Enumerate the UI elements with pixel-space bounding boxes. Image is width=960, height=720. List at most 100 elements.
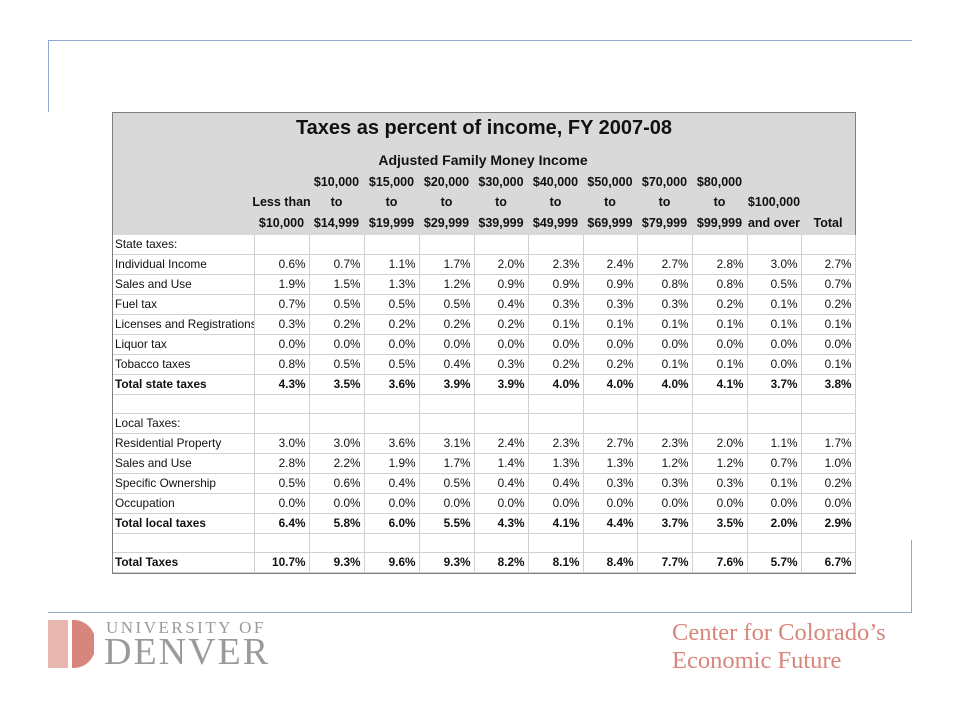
table-cell: 0.0% [692, 334, 748, 355]
table-cell: 0.3% [528, 294, 584, 315]
table-cell: 7.7% [637, 552, 693, 574]
row-label: Fuel tax [113, 294, 255, 315]
row-label: Tobacco taxes [113, 354, 255, 375]
column-header-line: to [549, 195, 562, 209]
table-cell: 5.5% [419, 513, 475, 535]
table-cell [364, 235, 420, 255]
table-cell: 0.5% [747, 274, 802, 295]
table-cell [528, 394, 584, 415]
table-cell: 2.3% [528, 254, 584, 275]
row-label: Residential Property [113, 433, 255, 455]
table-cell: 0.5% [309, 294, 365, 315]
table-cell: 2.4% [474, 433, 529, 455]
table-cell: 0.5% [364, 294, 420, 315]
table-row: Specific Ownership 0.5% 0.6% 0.4% 0.5% 0.4% 0.… [113, 473, 856, 495]
table-row: Fuel tax 0.7% 0.5% 0.5% 0.5% 0.4% 0.3% 0.3% 0.3%… [113, 294, 856, 315]
table-row: Local Taxes: [113, 413, 856, 435]
column-header-line: to [440, 195, 453, 209]
table-cell: 0.8% [254, 354, 310, 375]
row-label: Sales and Use [113, 274, 255, 295]
row-label: Individual Income [113, 254, 255, 275]
column-header-line: $69,999 [587, 215, 633, 230]
column-header-line: Less than [252, 195, 311, 209]
table-cell [309, 413, 365, 435]
table-cell: 6.0% [364, 513, 420, 535]
table-cell [474, 413, 529, 435]
table-cell: 0.7% [254, 294, 310, 315]
slide-frame-right [911, 540, 912, 613]
table-row: Sales and Use 1.9% 1.5% 1.3% 1.2% 0.9% 0.9% 0.9… [113, 274, 856, 295]
table-cell: 0.0% [801, 334, 856, 355]
column-header-line: to [658, 195, 671, 209]
du-mark-icon [48, 620, 94, 668]
column-header-line: $20,000 [423, 174, 470, 189]
table-cell: 0.3% [254, 314, 310, 335]
table-cell: 0.0% [583, 334, 638, 355]
table-cell [254, 235, 310, 255]
row-label: Local Taxes: [113, 413, 255, 435]
table-cell [254, 533, 310, 554]
table-cell: 0.5% [254, 473, 310, 495]
table-cell: 0.0% [364, 334, 420, 355]
table-cell [637, 533, 693, 554]
table-cell [637, 413, 693, 435]
table-cell: 3.8% [801, 374, 856, 395]
university-of-text: UNIVERSITY OF [106, 618, 266, 637]
table-cell: 0.9% [474, 274, 529, 295]
table-cell [583, 394, 638, 415]
table-cell: 0.0% [747, 354, 802, 375]
table-cell [747, 394, 802, 415]
table-cell: 0.3% [637, 473, 693, 495]
table-cell: 0.2% [364, 314, 420, 335]
table-row: State taxes: [113, 235, 856, 255]
table-cell [747, 413, 802, 435]
table-cell: 3.5% [692, 513, 748, 535]
table-cell: 9.3% [309, 552, 365, 574]
table-cell: 0.4% [364, 473, 420, 495]
table-cell: 0.1% [747, 294, 802, 315]
column-header: $40,000 to $49,999 [528, 171, 583, 233]
table-cell: 2.3% [528, 433, 584, 455]
row-label: State taxes: [113, 235, 255, 255]
table-cell: 1.1% [747, 433, 802, 455]
table-cell: 8.2% [474, 552, 529, 574]
table-cell: 1.3% [528, 453, 584, 475]
table-cell: 3.0% [254, 433, 310, 455]
row-label: Specific Ownership [113, 473, 255, 495]
table-cell: 5.8% [309, 513, 365, 535]
table-cell [309, 394, 365, 415]
table-cell: 0.7% [309, 254, 365, 275]
column-header: $10,000 to $14,999 [309, 171, 364, 233]
table-cell: 10.7% [254, 552, 310, 574]
table-row: Individual Income 0.6% 0.7% 1.1% 1.7% 2.0% 2.3… [113, 254, 856, 275]
table-cell: 0.3% [474, 354, 529, 375]
table-cell [528, 235, 584, 255]
table-cell: 1.7% [801, 433, 856, 455]
column-header-line: to [330, 195, 343, 209]
table-cell [309, 533, 365, 554]
table-cell: 0.2% [801, 473, 856, 495]
table-cell [364, 394, 420, 415]
table-cell: 4.3% [254, 374, 310, 395]
table-cell: 4.0% [583, 374, 638, 395]
table-cell: 0.1% [637, 314, 693, 335]
table-row [113, 533, 856, 554]
table-cell: 0.0% [419, 493, 475, 515]
table-row: Licenses and Registrations 0.3% 0.2% 0.2% 0.… [113, 314, 856, 335]
table-cell: 6.7% [801, 552, 856, 574]
column-header: $70,000 to $79,999 [637, 171, 692, 233]
table-cell: 0.2% [419, 314, 475, 335]
table-cell: 5.7% [747, 552, 802, 574]
table-cell: 0.5% [364, 354, 420, 375]
table-cell: 0.3% [637, 294, 693, 315]
table-cell: 0.0% [637, 334, 693, 355]
column-header: $80,000 to $99,999 [692, 171, 747, 233]
table-cell: 0.0% [474, 493, 529, 515]
table-cell [474, 533, 529, 554]
table-row: Total local taxes 6.4% 5.8% 6.0% 5.5% 4.3% 4.1… [113, 513, 856, 535]
table-cell: 9.3% [419, 552, 475, 574]
table-cell: 3.9% [474, 374, 529, 395]
table-cell: 4.0% [637, 374, 693, 395]
column-header-line: $70,000 [641, 174, 688, 189]
table-cell [309, 235, 365, 255]
